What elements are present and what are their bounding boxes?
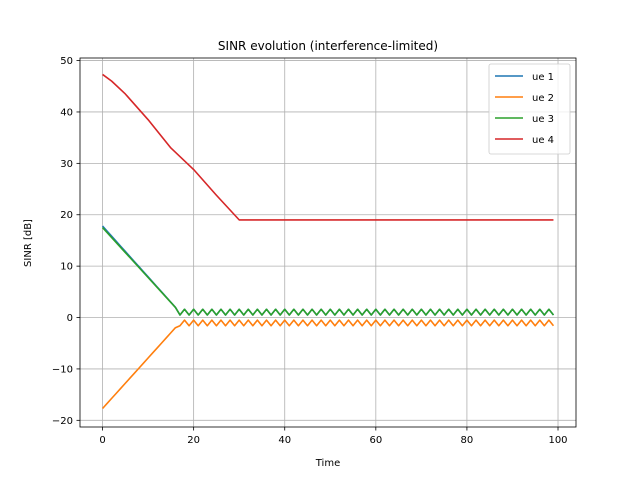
x-tick-label: 60 bbox=[369, 435, 382, 446]
chart-title: SINR evolution (interference-limited) bbox=[218, 39, 438, 53]
x-tick-label: 80 bbox=[461, 435, 474, 446]
legend-label: ue 2 bbox=[532, 93, 554, 104]
y-tick-label: 0 bbox=[67, 313, 73, 324]
legend-label: ue 3 bbox=[532, 114, 554, 125]
y-tick-label: 30 bbox=[60, 159, 73, 170]
y-tick-label: 50 bbox=[60, 56, 73, 67]
legend-box bbox=[488, 63, 571, 155]
x-tick-label: 0 bbox=[99, 435, 105, 446]
x-tick-label: 40 bbox=[278, 435, 291, 446]
y-tick-label: −10 bbox=[52, 364, 73, 375]
y-tick-label: −20 bbox=[52, 416, 73, 427]
y-axis-label: SINR [dB] bbox=[23, 219, 34, 267]
legend: ue 1 ue 2 ue 3 ue 4 bbox=[488, 63, 571, 155]
series-line-ue-4 bbox=[102, 73, 554, 221]
x-axis-label: Time bbox=[315, 458, 340, 469]
y-tick-label: 10 bbox=[60, 262, 73, 273]
grid bbox=[80, 58, 576, 427]
x-axis-ticks: 0 20 40 60 80 100 bbox=[99, 427, 568, 446]
y-tick-label: 40 bbox=[60, 107, 73, 118]
legend-label: ue 4 bbox=[532, 135, 554, 146]
series-line-ue-3 bbox=[101, 227, 555, 316]
x-tick-label: 100 bbox=[548, 435, 567, 446]
plot-frame bbox=[79, 57, 577, 428]
x-tick-label: 20 bbox=[187, 435, 200, 446]
y-tick-label: 20 bbox=[60, 210, 73, 221]
y-axis-ticks: −20 −10 0 10 20 30 40 50 bbox=[52, 56, 80, 427]
legend-label: ue 1 bbox=[532, 72, 554, 83]
series-line-ue-2 bbox=[101, 319, 555, 410]
series-lines bbox=[101, 73, 555, 410]
